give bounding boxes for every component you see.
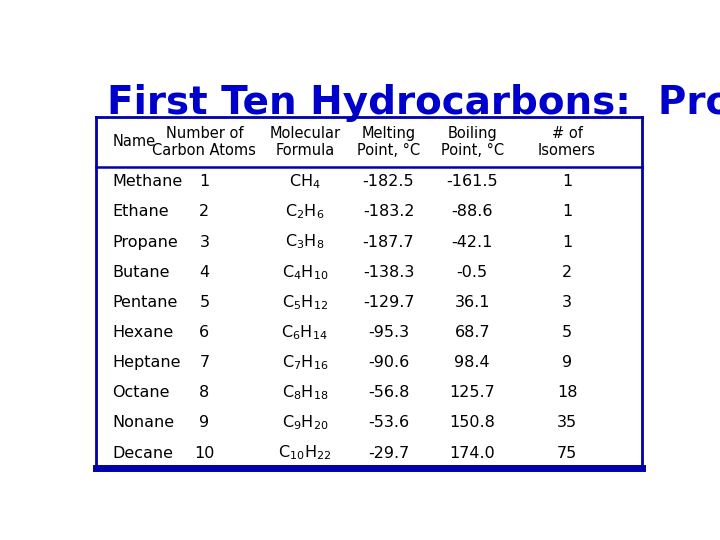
Text: 2: 2 xyxy=(562,265,572,280)
Text: Heptane: Heptane xyxy=(112,355,181,370)
Text: Hexane: Hexane xyxy=(112,325,174,340)
Text: C$_6$H$_{14}$: C$_6$H$_{14}$ xyxy=(282,323,328,342)
Text: -95.3: -95.3 xyxy=(368,325,409,340)
Text: -0.5: -0.5 xyxy=(456,265,487,280)
Text: 68.7: 68.7 xyxy=(454,325,490,340)
Text: Propane: Propane xyxy=(112,234,178,249)
Text: 5: 5 xyxy=(199,295,210,310)
Text: -88.6: -88.6 xyxy=(451,204,493,219)
Text: 36.1: 36.1 xyxy=(454,295,490,310)
Text: CH$_4$: CH$_4$ xyxy=(289,172,320,191)
Text: First Ten Hydrocarbons:  Properties: First Ten Hydrocarbons: Properties xyxy=(107,84,720,122)
Text: 2: 2 xyxy=(199,204,210,219)
Text: Boiling
Point, °C: Boiling Point, °C xyxy=(441,125,504,158)
Text: 7: 7 xyxy=(199,355,210,370)
Text: C$_3$H$_8$: C$_3$H$_8$ xyxy=(285,233,325,252)
Text: -161.5: -161.5 xyxy=(446,174,498,189)
Text: C$_2$H$_6$: C$_2$H$_6$ xyxy=(285,202,325,221)
Text: 125.7: 125.7 xyxy=(449,385,495,400)
Text: Ethane: Ethane xyxy=(112,204,169,219)
Text: 35: 35 xyxy=(557,415,577,430)
Text: C$_7$H$_{16}$: C$_7$H$_{16}$ xyxy=(282,353,328,372)
Text: -138.3: -138.3 xyxy=(363,265,414,280)
Text: 1: 1 xyxy=(562,204,572,219)
Text: C$_9$H$_{20}$: C$_9$H$_{20}$ xyxy=(282,414,328,432)
Text: Number of
Carbon Atoms: Number of Carbon Atoms xyxy=(153,125,256,158)
Text: Nonane: Nonane xyxy=(112,415,174,430)
Text: -182.5: -182.5 xyxy=(363,174,414,189)
Text: 5: 5 xyxy=(562,325,572,340)
Text: C$_{10}$H$_{22}$: C$_{10}$H$_{22}$ xyxy=(278,444,331,462)
Text: 4: 4 xyxy=(199,265,210,280)
Text: 75: 75 xyxy=(557,446,577,461)
Text: -42.1: -42.1 xyxy=(451,234,493,249)
Text: C$_5$H$_{12}$: C$_5$H$_{12}$ xyxy=(282,293,328,312)
Text: 1: 1 xyxy=(562,174,572,189)
Text: -29.7: -29.7 xyxy=(368,446,409,461)
Text: 3: 3 xyxy=(199,234,210,249)
Text: 3: 3 xyxy=(562,295,572,310)
Text: 150.8: 150.8 xyxy=(449,415,495,430)
Text: 6: 6 xyxy=(199,325,210,340)
Text: 10: 10 xyxy=(194,446,215,461)
Text: C$_8$H$_{18}$: C$_8$H$_{18}$ xyxy=(282,383,328,402)
Text: 9: 9 xyxy=(199,415,210,430)
Text: Butane: Butane xyxy=(112,265,170,280)
Text: -187.7: -187.7 xyxy=(363,234,414,249)
Text: Octane: Octane xyxy=(112,385,170,400)
Text: Name: Name xyxy=(112,134,156,149)
Text: 18: 18 xyxy=(557,385,577,400)
Text: 9: 9 xyxy=(562,355,572,370)
Text: 1: 1 xyxy=(562,234,572,249)
Text: -56.8: -56.8 xyxy=(368,385,409,400)
Text: -90.6: -90.6 xyxy=(368,355,409,370)
Text: 1: 1 xyxy=(199,174,210,189)
Text: -53.6: -53.6 xyxy=(368,415,409,430)
Text: 174.0: 174.0 xyxy=(449,446,495,461)
Text: # of
Isomers: # of Isomers xyxy=(538,125,596,158)
Text: Melting
Point, °C: Melting Point, °C xyxy=(357,125,420,158)
Text: -129.7: -129.7 xyxy=(363,295,414,310)
Text: Decane: Decane xyxy=(112,446,174,461)
Text: -183.2: -183.2 xyxy=(363,204,414,219)
Text: Pentane: Pentane xyxy=(112,295,178,310)
Text: C$_4$H$_{10}$: C$_4$H$_{10}$ xyxy=(282,263,328,281)
Text: Molecular
Formula: Molecular Formula xyxy=(269,125,341,158)
Text: Methane: Methane xyxy=(112,174,183,189)
Text: 8: 8 xyxy=(199,385,210,400)
Text: 98.4: 98.4 xyxy=(454,355,490,370)
